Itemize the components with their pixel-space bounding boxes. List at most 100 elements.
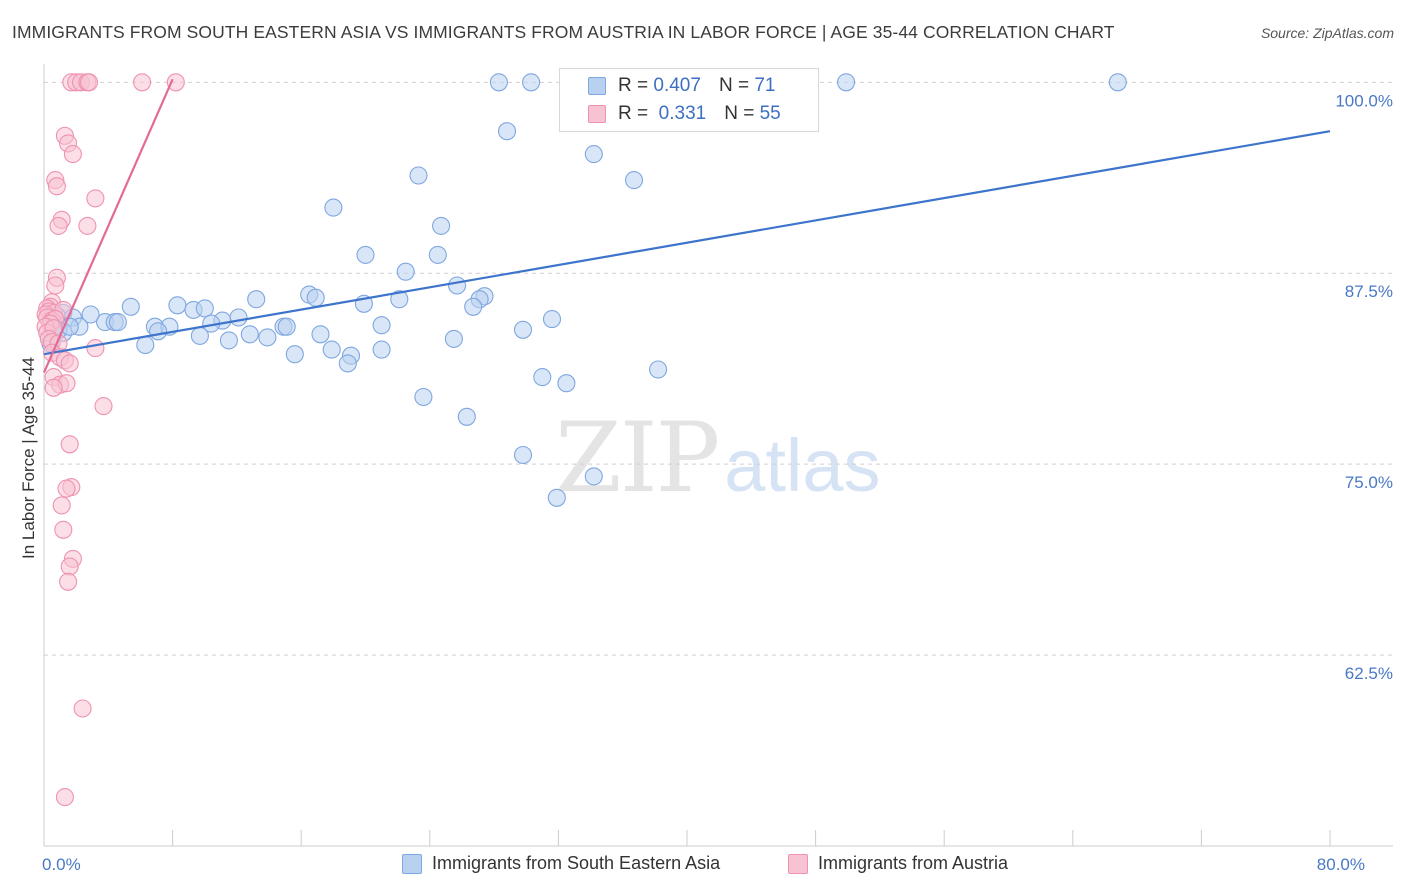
data-point [584, 145, 603, 164]
y-tick-label: 100.0% [1335, 91, 1393, 110]
legend-row-blue: R = 0.407 N = 71 [560, 72, 775, 100]
data-point [149, 322, 168, 341]
legend-swatch-blue [402, 853, 422, 874]
data-point [547, 488, 566, 507]
series-austria-points [36, 73, 185, 807]
trend-lines [42, 78, 1331, 373]
data-point [240, 325, 259, 344]
y-tick-label: 87.5% [1345, 282, 1393, 301]
data-point [78, 216, 97, 235]
legend-row-pink: R = 0.331 N = 55 [560, 100, 781, 128]
data-point [229, 308, 248, 327]
data-point [133, 73, 152, 92]
data-point [86, 339, 105, 358]
data-point [247, 290, 266, 309]
data-point [258, 328, 277, 347]
legend-r-label: R = [618, 75, 649, 96]
data-point [54, 520, 73, 539]
data-point [489, 73, 508, 92]
data-point [372, 316, 391, 335]
data-point [432, 216, 451, 235]
data-point [624, 171, 644, 190]
data-point [195, 299, 214, 318]
data-point [121, 297, 140, 316]
data-point [166, 73, 185, 92]
data-point [94, 397, 113, 416]
legend-item-south-eastern-asia: Immigrants from South Eastern Asia [402, 853, 720, 874]
grid [44, 81, 1393, 656]
legend-n-value: 71 [754, 75, 776, 96]
data-point [57, 479, 76, 498]
data-point [86, 189, 105, 208]
legend-r-value: 0.407 [653, 75, 701, 96]
legend-swatch-blue [588, 77, 606, 95]
chart-title: IMMIGRANTS FROM SOUTH EASTERN ASIA VS IM… [12, 22, 1115, 42]
data-point [136, 335, 155, 355]
data-point [649, 360, 668, 379]
data-point [557, 374, 576, 393]
y-axis-label: In Labor Force | Age 35-44 [19, 357, 38, 559]
data-point [542, 310, 562, 329]
legend-label: Immigrants from South Eastern Asia [432, 853, 721, 873]
data-point [168, 296, 187, 315]
data-point [837, 73, 856, 92]
correlation-legend: R = 0.407 N = 71 R = 0.331 N = 55 [559, 68, 819, 132]
data-point [52, 496, 71, 515]
legend-label: Immigrants from Austria [818, 853, 1009, 873]
data-point [46, 276, 65, 295]
tick-labels: 100.0% 87.5% 75.0% 62.5% 0.0% 80.0% [42, 91, 1393, 874]
data-point [47, 177, 66, 196]
data-point [277, 317, 296, 336]
data-point [522, 73, 541, 92]
data-point [444, 329, 463, 348]
source-label: Source: ZipAtlas.com [1260, 25, 1394, 41]
watermark-zip: ZIP [555, 402, 720, 514]
data-point [390, 290, 409, 309]
data-point [60, 354, 79, 373]
y-tick-label: 75.0% [1345, 473, 1393, 492]
legend-r-value: 0.331 [658, 103, 707, 124]
legend-n-label: N = [724, 103, 755, 124]
data-point [73, 699, 92, 718]
data-point [1108, 73, 1127, 92]
data-point [513, 445, 533, 465]
data-point [324, 198, 343, 217]
data-point [311, 325, 330, 344]
data-point [60, 435, 79, 454]
trend-line-blue [43, 130, 1331, 356]
data-point [190, 326, 209, 345]
data-point [448, 276, 467, 295]
data-point [219, 331, 238, 350]
watermark: ZIPatlas [555, 402, 881, 514]
trend-line-pink [42, 78, 174, 373]
data-point [79, 73, 99, 92]
series-south-eastern-asia-points [41, 73, 1127, 507]
data-point [108, 313, 127, 332]
data-point [322, 340, 341, 359]
data-point [372, 340, 391, 359]
data-point [63, 145, 82, 164]
data-point [409, 166, 428, 185]
data-point [396, 262, 415, 281]
data-point [428, 245, 447, 264]
data-point [55, 788, 74, 807]
data-point [533, 368, 552, 387]
x-tick-label: 0.0% [42, 855, 81, 874]
data-point [60, 557, 79, 576]
series-legend: Immigrants from South Eastern Asia Immig… [0, 851, 1406, 877]
data-point [44, 378, 63, 397]
data-point [49, 216, 68, 235]
data-point [497, 122, 517, 141]
data-point [81, 305, 100, 324]
data-point [59, 572, 78, 591]
x-tick-label: 80.0% [1317, 855, 1365, 874]
data-point [356, 245, 375, 264]
legend-n-label: N = [718, 75, 750, 96]
axes [43, 64, 1393, 847]
watermark-atlas: atlas [724, 424, 881, 507]
legend-swatch-pink [788, 853, 808, 874]
legend-swatch-pink [588, 105, 606, 123]
legend-item-austria: Immigrants from Austria [788, 853, 1008, 874]
data-point [338, 354, 357, 373]
